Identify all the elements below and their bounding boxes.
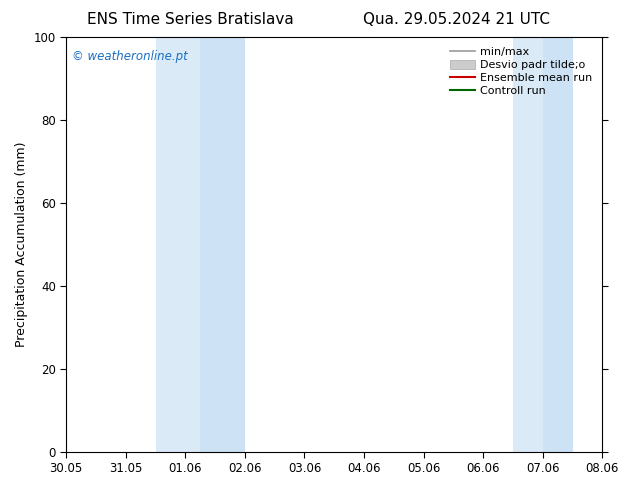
Text: © weatheronline.pt: © weatheronline.pt	[72, 49, 187, 63]
Bar	[155, 37, 200, 452]
Y-axis label: Precipitation Accumulation (mm): Precipitation Accumulation (mm)	[15, 142, 28, 347]
Bar	[543, 37, 573, 452]
Text: Qua. 29.05.2024 21 UTC: Qua. 29.05.2024 21 UTC	[363, 12, 550, 27]
Bar	[513, 37, 543, 452]
Bar	[200, 37, 245, 452]
Text: ENS Time Series Bratislava: ENS Time Series Bratislava	[87, 12, 294, 27]
Legend: min/max, Desvio padr tilde;o, Ensemble mean run, Controll run: min/max, Desvio padr tilde;o, Ensemble m…	[446, 43, 597, 100]
